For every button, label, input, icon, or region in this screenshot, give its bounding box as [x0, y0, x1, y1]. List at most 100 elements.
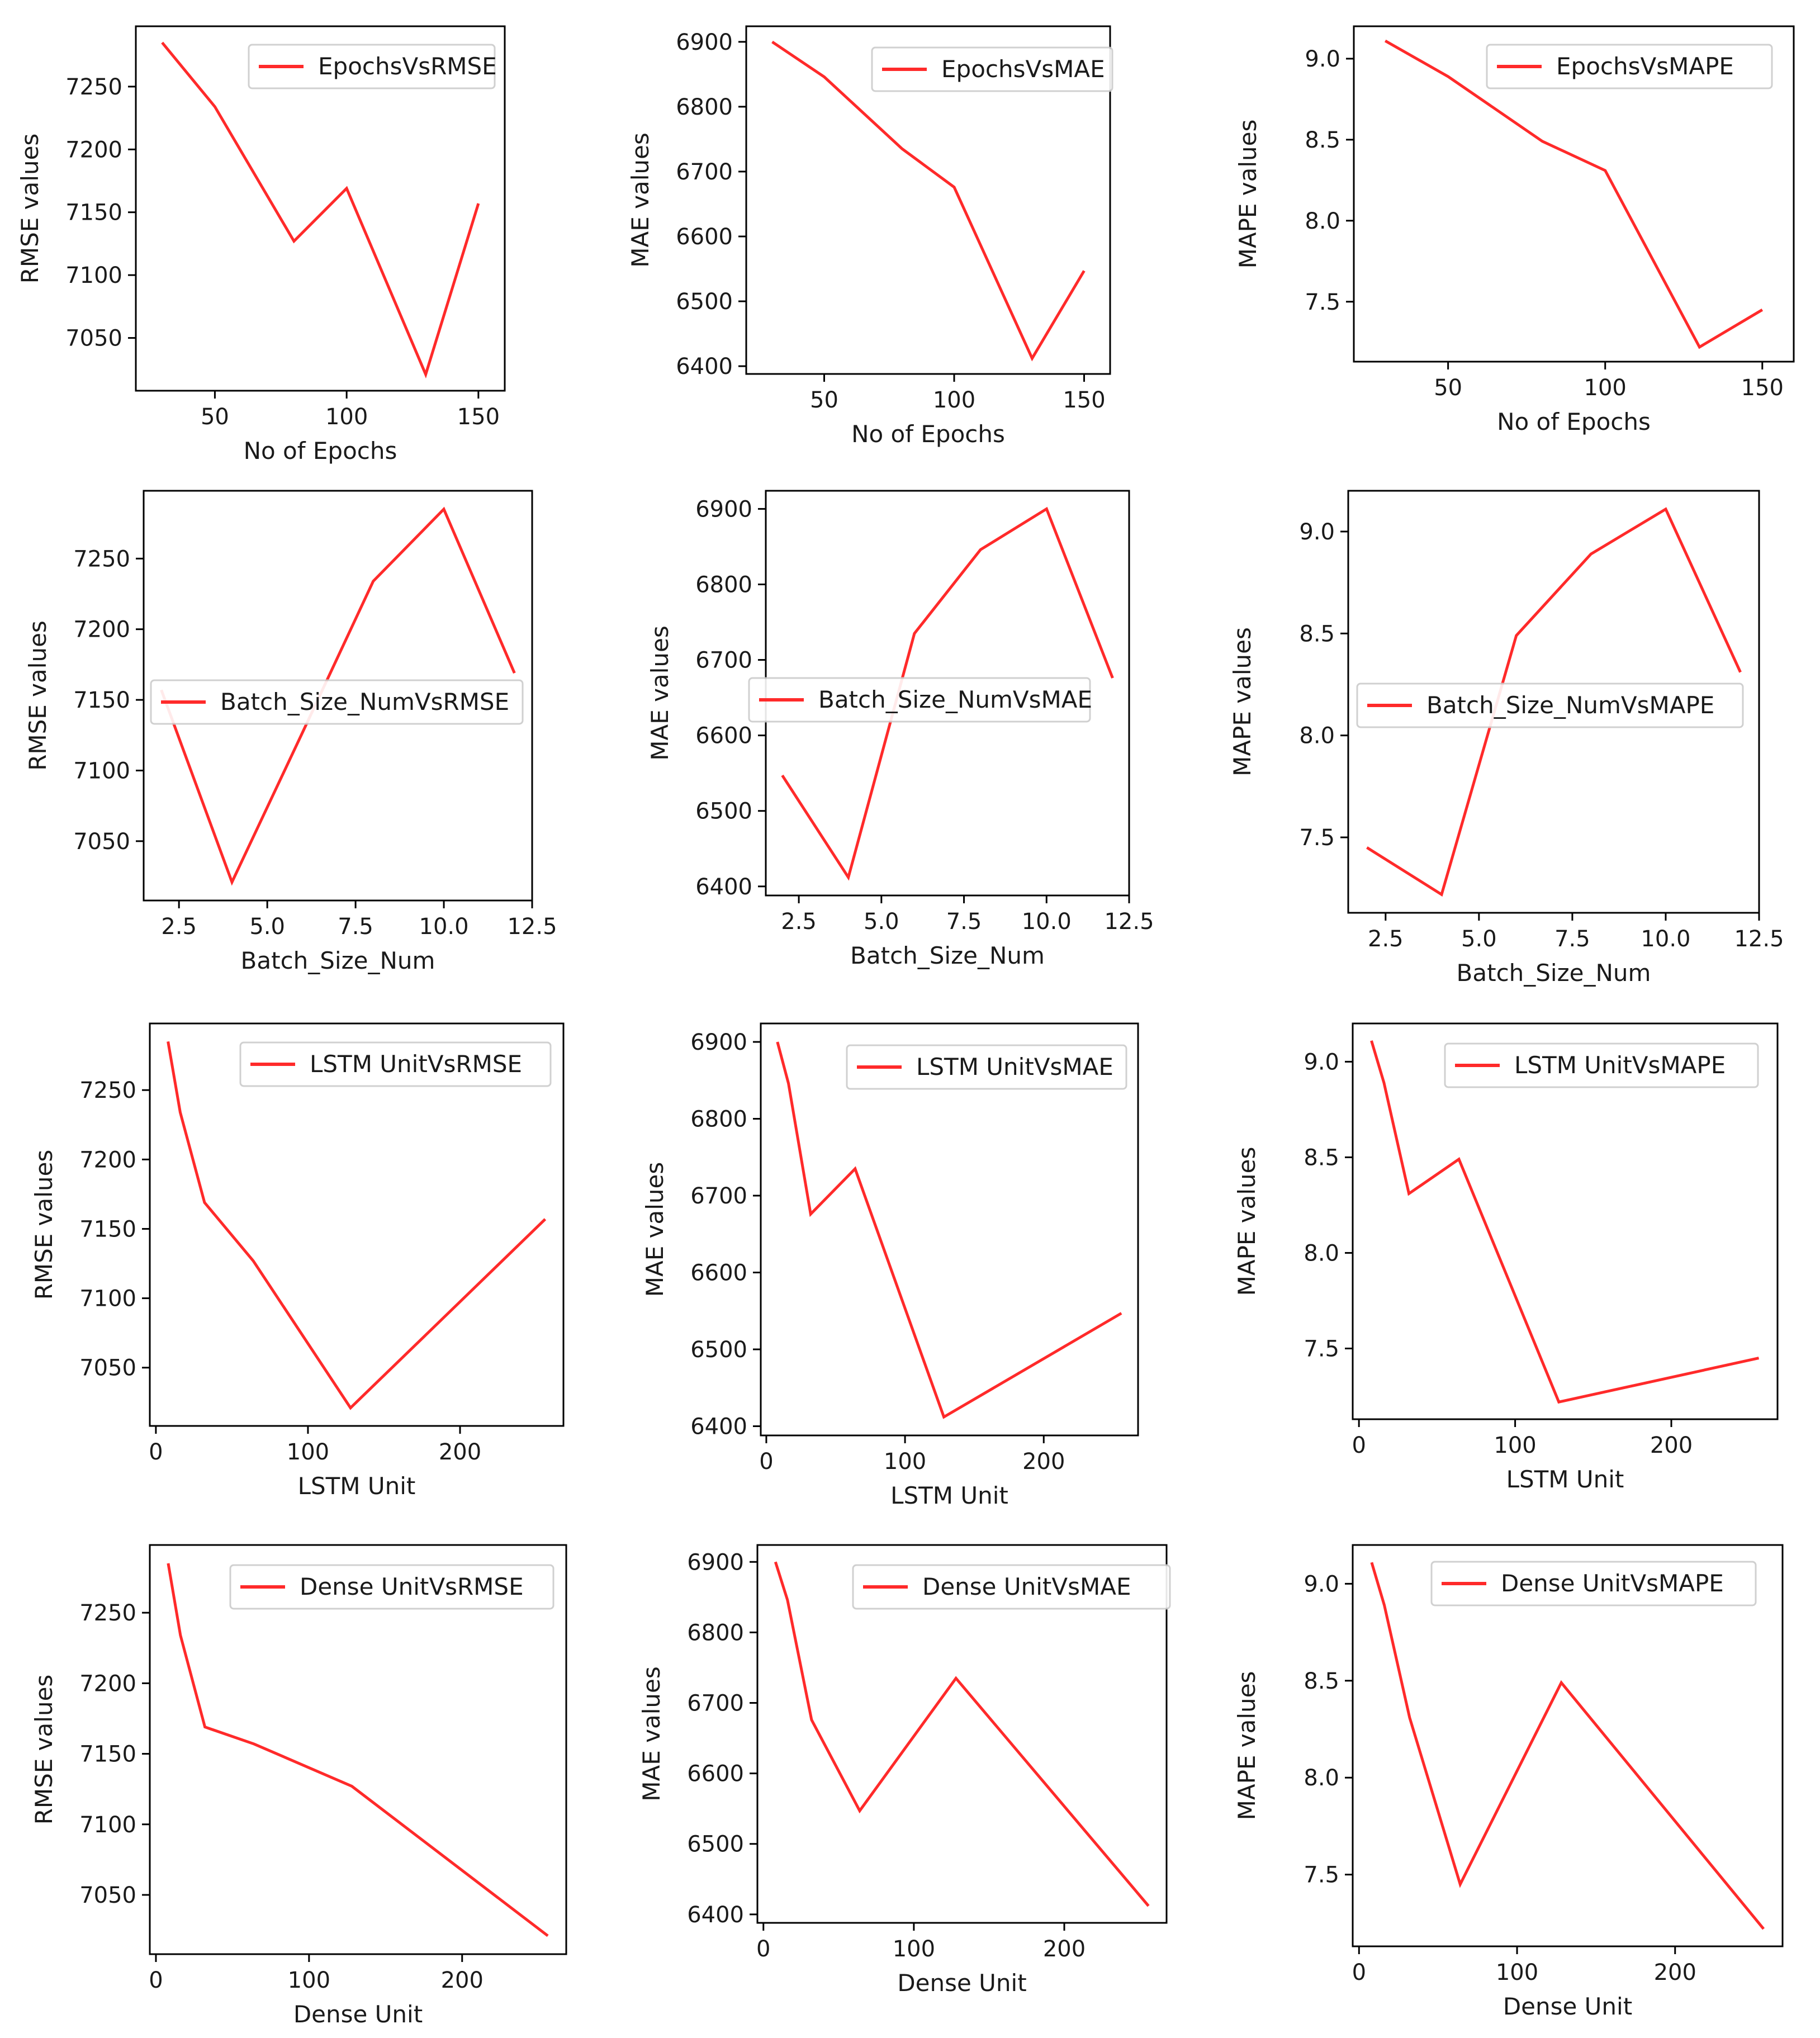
x-axis-label: Dense Unit: [293, 2001, 423, 2028]
legend: Batch_Size_NumVsRMSE: [151, 680, 523, 724]
y-tick-label: 9.0: [1304, 1049, 1339, 1075]
y-tick-label: 7050: [65, 326, 122, 352]
legend: EpochsVsRMSE: [249, 45, 497, 88]
y-tick-label: 6500: [687, 1832, 744, 1857]
x-tick-label: 100: [1494, 1433, 1536, 1458]
x-tick-label: 50: [201, 404, 229, 430]
x-tick-label: 100: [325, 404, 368, 430]
x-axis-label: Batch_Size_Num: [241, 947, 435, 974]
x-tick-label: 7.5: [1554, 926, 1590, 952]
y-axis-label: RMSE values: [24, 620, 51, 771]
x-tick-label: 50: [1434, 375, 1462, 401]
legend-label: LSTM UnitVsMAE: [916, 1053, 1113, 1080]
x-tick-label: 5.0: [1461, 926, 1497, 952]
y-tick-label: 7050: [79, 1355, 136, 1381]
x-tick-label: 150: [457, 404, 500, 430]
y-tick-label: 7150: [65, 200, 122, 226]
y-tick-label: 7200: [79, 1671, 136, 1696]
x-tick-label: 100: [933, 387, 975, 413]
y-axis-label: MAPE values: [1229, 627, 1256, 776]
x-tick-label: 100: [287, 1439, 329, 1465]
y-tick-label: 6600: [695, 723, 752, 749]
y-tick-label: 6400: [695, 874, 752, 900]
y-tick-label: 6700: [676, 159, 733, 185]
x-tick-label: 100: [893, 1936, 935, 1962]
y-tick-label: 7.5: [1304, 1862, 1339, 1888]
y-axis-label: RMSE values: [30, 1150, 58, 1300]
legend-label: Batch_Size_NumVsMAE: [818, 686, 1092, 713]
legend-label: EpochsVsMAE: [941, 55, 1105, 83]
legend: LSTM UnitVsMAPE: [1445, 1044, 1758, 1087]
y-tick-label: 7200: [65, 137, 122, 163]
y-tick-label: 9.0: [1304, 1571, 1339, 1597]
y-tick-label: 9.0: [1305, 46, 1340, 72]
x-tick-label: 10.0: [1641, 926, 1690, 952]
y-tick-label: 6600: [687, 1761, 744, 1787]
legend: Batch_Size_NumVsMAPE: [1357, 684, 1743, 727]
y-tick-label: 6500: [676, 289, 733, 315]
y-tick-label: 7250: [79, 1600, 136, 1626]
y-tick-label: 8.0: [1299, 723, 1335, 749]
y-tick-label: 6500: [695, 799, 752, 824]
x-tick-label: 7.5: [946, 909, 982, 935]
legend-label: EpochsVsRMSE: [318, 53, 497, 80]
y-tick-label: 7.5: [1305, 290, 1340, 315]
series-line: [1372, 1562, 1764, 1929]
legend: Dense UnitVsMAPE: [1432, 1562, 1756, 1605]
y-tick-label: 7100: [79, 1286, 136, 1312]
legend-label: LSTM UnitVsRMSE: [310, 1050, 522, 1078]
legend: LSTM UnitVsMAE: [847, 1045, 1126, 1089]
legend: Dense UnitVsRMSE: [230, 1565, 553, 1609]
x-tick-label: 12.5: [507, 914, 557, 940]
y-axis-label: MAPE values: [1234, 120, 1262, 269]
y-tick-label: 7200: [79, 1147, 136, 1173]
x-axis-label: Dense Unit: [897, 1969, 1026, 1997]
series-line: [1372, 1041, 1759, 1402]
y-axis-label: MAE values: [641, 1162, 669, 1297]
y-tick-label: 6400: [690, 1414, 747, 1440]
y-axis-label: MAPE values: [1233, 1671, 1260, 1821]
x-tick-label: 10.0: [419, 914, 469, 940]
y-tick-label: 6400: [687, 1902, 744, 1928]
y-tick-label: 6900: [676, 30, 733, 55]
y-tick-label: 7200: [73, 617, 130, 643]
x-tick-label: 100: [1496, 1960, 1538, 1985]
y-tick-label: 7100: [73, 758, 130, 784]
legend-label: Dense UnitVsRMSE: [300, 1573, 524, 1600]
x-tick-label: 12.5: [1104, 909, 1154, 935]
y-tick-label: 8.0: [1304, 1765, 1339, 1791]
y-tick-label: 6800: [690, 1107, 747, 1132]
x-tick-label: 5.0: [864, 909, 899, 935]
x-tick-label: 2.5: [161, 914, 197, 940]
x-axis-label: LSTM Unit: [1506, 1466, 1624, 1493]
x-tick-label: 200: [1022, 1449, 1065, 1475]
y-tick-label: 7050: [79, 1883, 136, 1908]
y-tick-label: 7250: [73, 546, 130, 572]
y-tick-label: 6800: [695, 572, 752, 598]
x-tick-label: 12.5: [1734, 926, 1784, 952]
y-tick-label: 8.5: [1304, 1669, 1339, 1694]
y-tick-label: 6700: [690, 1183, 747, 1209]
y-tick-label: 9.0: [1299, 519, 1335, 545]
y-tick-label: 7250: [79, 1078, 136, 1103]
series-line: [162, 42, 478, 375]
x-tick-label: 2.5: [1368, 926, 1404, 952]
x-axis-label: No of Epochs: [244, 437, 397, 465]
y-tick-label: 6800: [687, 1620, 744, 1646]
y-axis-label: RMSE values: [30, 1675, 58, 1825]
y-tick-label: 7150: [73, 688, 130, 713]
x-tick-label: 0: [1352, 1433, 1366, 1458]
x-axis-label: Batch_Size_Num: [1457, 959, 1651, 987]
y-axis-label: MAE values: [638, 1666, 665, 1801]
y-tick-label: 8.0: [1305, 208, 1340, 234]
x-tick-label: 200: [1650, 1433, 1693, 1458]
x-tick-label: 200: [441, 1968, 484, 1993]
x-tick-label: 100: [288, 1968, 330, 1993]
